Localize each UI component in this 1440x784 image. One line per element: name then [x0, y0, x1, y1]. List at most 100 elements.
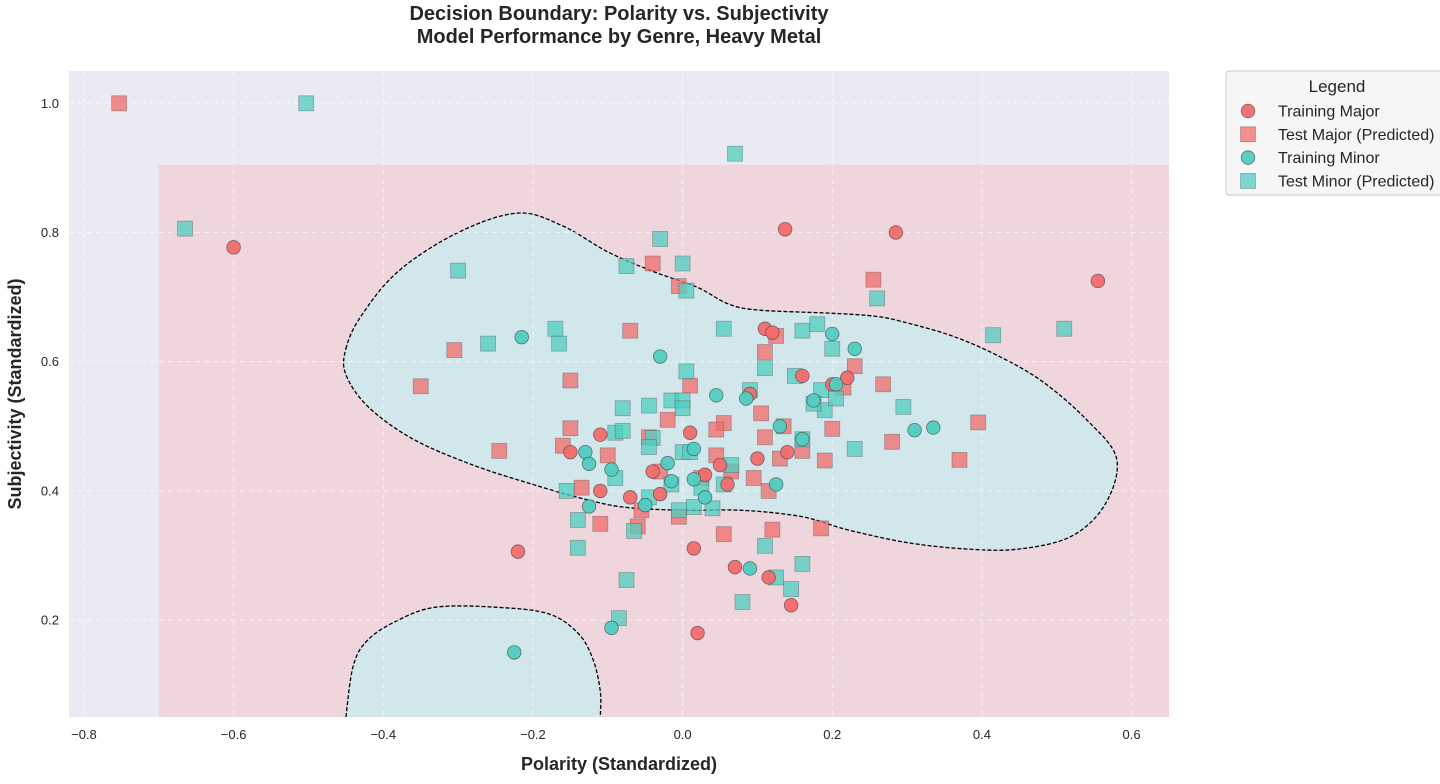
legend-marker-2: [1240, 126, 1256, 143]
test-minor-predicted-point: [618, 572, 635, 588]
training-minor-point: [604, 462, 619, 477]
test-minor-predicted-point: [794, 322, 811, 339]
test-major-predicted-point: [622, 322, 639, 339]
x-tick-label: −0.8: [71, 727, 97, 742]
legend-label-1: Training Major: [1278, 104, 1380, 121]
training-minor-point: [907, 422, 922, 438]
test-minor-predicted-point: [678, 363, 695, 380]
minor-decision-regions: [342, 212, 1118, 718]
training-major-point: [777, 222, 793, 237]
training-major-point: [593, 427, 608, 442]
test-minor-predicted-point: [480, 335, 496, 352]
test-minor-predicted-point: [569, 512, 586, 528]
test-major-predicted-point: [816, 452, 833, 469]
test-major-predicted-point: [592, 515, 609, 532]
training-major-point: [765, 325, 780, 340]
test-minor-predicted-point: [824, 340, 841, 357]
legend-label-4: Test Minor (Predicted): [1278, 173, 1435, 190]
test-minor-predicted-point: [734, 594, 751, 610]
test-major-predicted-point: [824, 420, 841, 437]
x-axis-ticks: −0.8 −0.6 −0.4 −0.2 0.0 0.2 0.4 0.6: [71, 727, 1140, 742]
test-minor-predicted-point: [674, 400, 691, 417]
test-minor-predicted-point: [641, 439, 657, 455]
training-major-point: [1090, 273, 1106, 289]
decision-boundary-line-1: [342, 212, 1118, 551]
training-major-point: [652, 486, 668, 502]
test-major-predicted-point: [951, 451, 968, 468]
training-major-point: [690, 625, 705, 641]
test-minor-predicted-point: [547, 320, 564, 337]
training-minor-point: [664, 474, 679, 489]
training-major-point: [750, 451, 765, 466]
minor-region-1: [343, 212, 1118, 551]
training-minor-point: [742, 561, 758, 576]
training-minor-point: [825, 326, 840, 342]
test-minor-predicted-point: [685, 499, 702, 515]
training-major-point: [761, 570, 776, 585]
training-major-point: [510, 544, 526, 559]
training-minor-point: [637, 497, 653, 513]
test-major-predicted-point: [562, 420, 579, 437]
test-minor-predicted-point: [558, 482, 575, 499]
test-minor-predicted-point: [704, 500, 721, 517]
training-major-point: [783, 598, 799, 613]
legend-label-2: Test Major (Predicted): [1278, 127, 1435, 144]
y-tick-label: 0.8: [41, 225, 59, 240]
training-major-point: [780, 444, 795, 460]
x-tick-label: 0.4: [973, 727, 991, 742]
y-axis-ticks: 0.2 0.4 0.6 0.8 1.0: [41, 96, 59, 628]
y-axis-label: Subjectivity (Standardized): [5, 278, 25, 509]
training-minor-point: [795, 432, 810, 447]
test-minor-predicted-point: [614, 400, 631, 417]
test-minor-predicted-point: [846, 441, 863, 457]
test-major-predicted-point: [446, 342, 463, 358]
x-tick-label: 0.0: [674, 727, 692, 742]
test-minor-predicted-point: [569, 539, 586, 556]
test-minor-predicted-point: [618, 258, 635, 274]
test-major-predicted-point: [813, 520, 829, 537]
minor-region-2: [345, 605, 601, 717]
training-major-point: [563, 444, 578, 460]
training-minor-point: [772, 419, 788, 434]
training-minor-point: [660, 455, 675, 471]
test-major-predicted-point: [708, 421, 725, 438]
test-minor-predicted-point: [614, 422, 631, 439]
test-minor-predicted-point: [895, 399, 912, 415]
legend-marker-1: [1240, 103, 1256, 119]
test-minor-predicted-point: [177, 220, 193, 237]
training-major-point: [840, 370, 855, 386]
legend: Legend Training Major Test Major (Predict…: [1225, 70, 1440, 196]
test-major-predicted-point: [757, 344, 773, 360]
training-minor-point: [828, 377, 844, 392]
training-minor-point: [697, 490, 713, 505]
test-major-predicted-point: [599, 447, 616, 464]
test-major-predicted-point: [846, 358, 863, 375]
training-minor-point: [686, 472, 702, 487]
legend-box: [1225, 70, 1440, 196]
test-minor-predicted-point: [757, 360, 773, 377]
test-minor-predicted-point: [450, 262, 467, 279]
training-minor-point: [514, 329, 529, 345]
training-minor-point: [652, 349, 668, 364]
x-tick-label: 0.2: [823, 727, 841, 742]
test-minor-predicted-point: [757, 537, 773, 554]
training-major-point: [727, 559, 743, 575]
y-tick-label: 1.0: [41, 96, 59, 111]
training-minor-point: [739, 391, 754, 406]
training-major-point: [720, 477, 735, 492]
x-tick-label: 0.6: [1123, 727, 1141, 742]
test-minor-predicted-point: [674, 255, 691, 272]
legend-marker-3: [1240, 150, 1256, 165]
y-tick-label: 0.6: [41, 354, 59, 369]
test-minor-predicted-point: [678, 282, 695, 299]
test-minor-predicted-point: [652, 231, 669, 247]
test-minor-predicted-point: [985, 327, 1002, 344]
test-major-predicted-point: [875, 376, 892, 393]
test-major-predicted-point: [644, 255, 661, 272]
legend-marker-4: [1240, 172, 1256, 189]
test-major-predicted-point: [715, 526, 732, 543]
y-tick-label: 0.2: [41, 613, 59, 628]
test-minor-predicted-point: [298, 95, 315, 112]
training-major-point: [226, 240, 241, 255]
